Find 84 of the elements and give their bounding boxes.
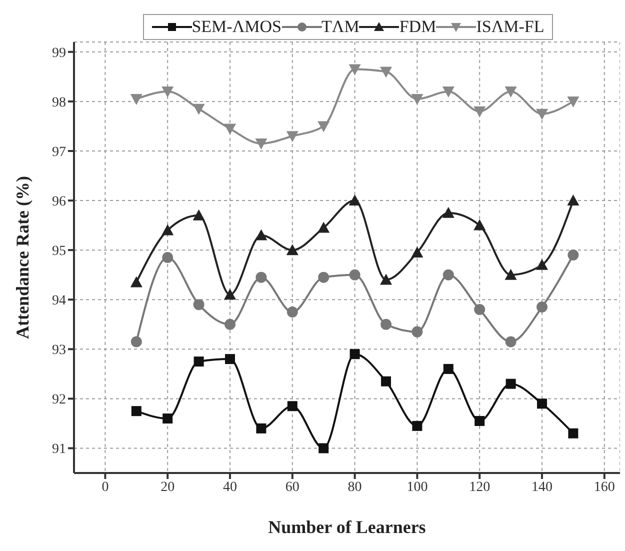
y-tick-label: 97	[52, 144, 66, 160]
x-tick-label: 0	[102, 480, 109, 495]
point	[567, 96, 580, 108]
legend-label: ISΛM-FL	[476, 17, 544, 37]
point	[318, 272, 330, 283]
y-axis-title: Attendance Rate (%)	[12, 176, 32, 339]
point	[536, 108, 548, 120]
point	[192, 209, 205, 220]
point	[130, 276, 142, 288]
point	[504, 86, 517, 98]
x-tick-label: 160	[594, 480, 615, 495]
point	[162, 86, 174, 98]
point	[504, 268, 517, 280]
x-tick-label: 100	[406, 480, 428, 495]
point	[348, 194, 361, 206]
point	[474, 416, 485, 426]
point	[162, 252, 174, 263]
point	[442, 206, 454, 218]
point	[443, 364, 454, 374]
point	[162, 414, 173, 424]
point	[474, 106, 486, 118]
point	[412, 420, 422, 431]
point	[380, 274, 392, 285]
point	[536, 258, 548, 270]
legend-label: TΛM	[322, 17, 360, 37]
legend-label: SEM-ΛMOS	[192, 17, 282, 37]
x-tick-label: 60	[285, 480, 300, 495]
y-tick-label: 92	[52, 392, 66, 408]
point	[287, 401, 298, 412]
point	[318, 121, 330, 132]
point	[568, 428, 578, 438]
x-tick-label: 120	[469, 480, 490, 495]
y-tick-label: 96	[52, 194, 66, 210]
point	[286, 244, 298, 256]
point	[255, 138, 268, 150]
y-tick-label: 98	[52, 95, 66, 110]
point	[318, 443, 329, 454]
y-tick-label: 91	[52, 442, 66, 458]
point	[349, 269, 360, 280]
point	[193, 299, 204, 310]
point	[130, 94, 142, 105]
point	[411, 246, 424, 258]
y-tick-label: 94	[52, 294, 66, 309]
point	[318, 222, 330, 233]
point	[536, 302, 548, 313]
point	[411, 94, 424, 105]
point	[162, 224, 174, 236]
x-tick-label: 80	[348, 480, 362, 495]
y-tick-label: 95	[52, 244, 66, 260]
point	[194, 356, 204, 367]
point	[442, 86, 454, 98]
x-tick-label: 140	[532, 480, 552, 495]
point	[537, 398, 547, 409]
point	[567, 194, 580, 206]
point	[255, 229, 268, 240]
y-tick-label: 93	[52, 343, 66, 358]
point	[286, 306, 298, 318]
point	[506, 378, 516, 389]
point	[256, 272, 267, 283]
point	[412, 326, 423, 338]
point	[474, 219, 486, 230]
point	[225, 354, 235, 364]
x-tick-label: 20	[160, 480, 175, 495]
point	[224, 288, 236, 300]
legend-label: FDM	[399, 17, 436, 37]
point	[381, 376, 391, 386]
y-tick-label: 99	[52, 46, 66, 61]
point	[380, 318, 392, 330]
point	[380, 66, 392, 78]
point	[442, 269, 454, 280]
point	[224, 318, 236, 330]
point	[224, 124, 236, 135]
point	[256, 423, 266, 434]
point	[286, 131, 298, 142]
point	[348, 64, 361, 76]
x-axis-title: Number of Learners	[268, 517, 426, 537]
point	[568, 250, 579, 261]
x-tick-label: 40	[223, 480, 237, 495]
point	[130, 336, 142, 348]
point	[192, 104, 205, 115]
point	[505, 336, 516, 348]
point	[350, 349, 360, 360]
point	[474, 304, 486, 316]
point	[131, 406, 142, 416]
